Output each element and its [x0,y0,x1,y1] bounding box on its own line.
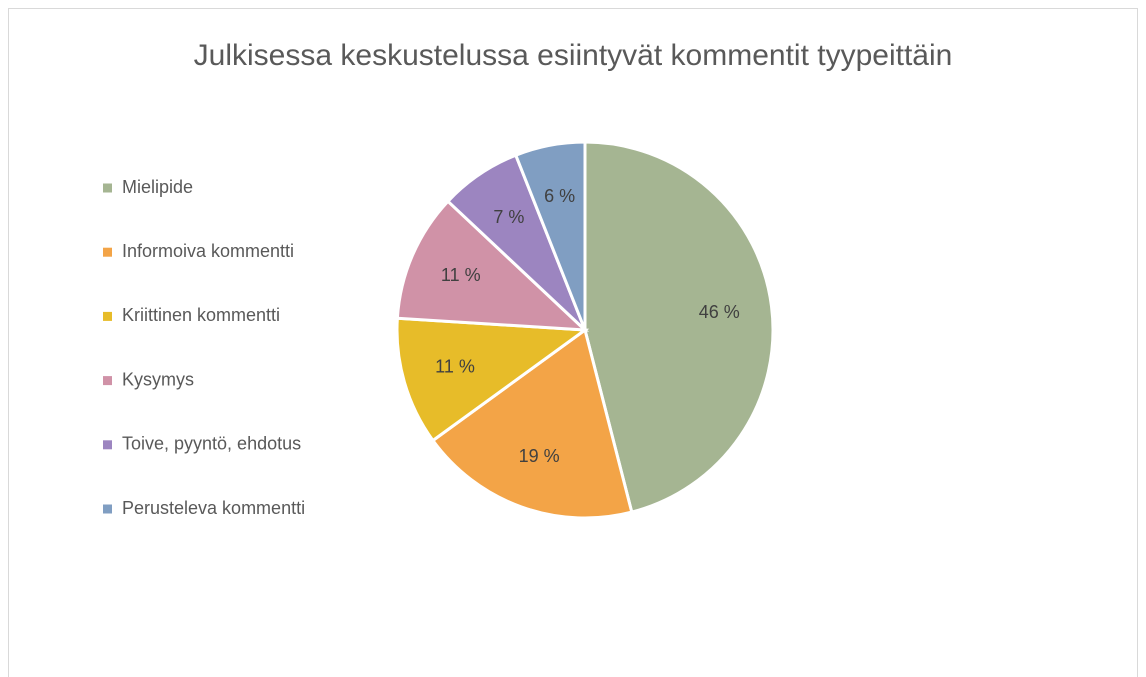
data-label: 11 % [435,357,475,377]
pie-slice [583,140,775,514]
legend-swatch [103,440,112,450]
data-label: 7 % [493,207,524,227]
data-label: 6 % [544,186,575,206]
legend-label: Perusteleva kommentti [122,498,305,518]
pie-slice [395,316,590,443]
legend-label: Toive, pyyntö, ehdotus [122,434,301,454]
legend-label: Informoiva kommentti [122,241,294,261]
legend-label: Kysymys [122,369,194,389]
data-label: 46 % [699,302,740,322]
chart-title: Julkisessa keskustelussa esiintyvät komm… [194,39,953,72]
legend-label: Mielipide [122,177,193,197]
pie-slice [513,140,587,331]
legend-swatch [103,183,112,193]
legend-swatch [103,311,112,321]
data-label: 19 % [519,446,560,466]
legend-swatch [103,504,112,514]
pie-slice [395,199,590,332]
data-label: 11 % [441,265,481,285]
legend-swatch [103,247,112,257]
legend-swatch [103,376,112,386]
pie-slice [430,327,634,520]
legend-label: Kriittinen kommentti [122,305,280,325]
